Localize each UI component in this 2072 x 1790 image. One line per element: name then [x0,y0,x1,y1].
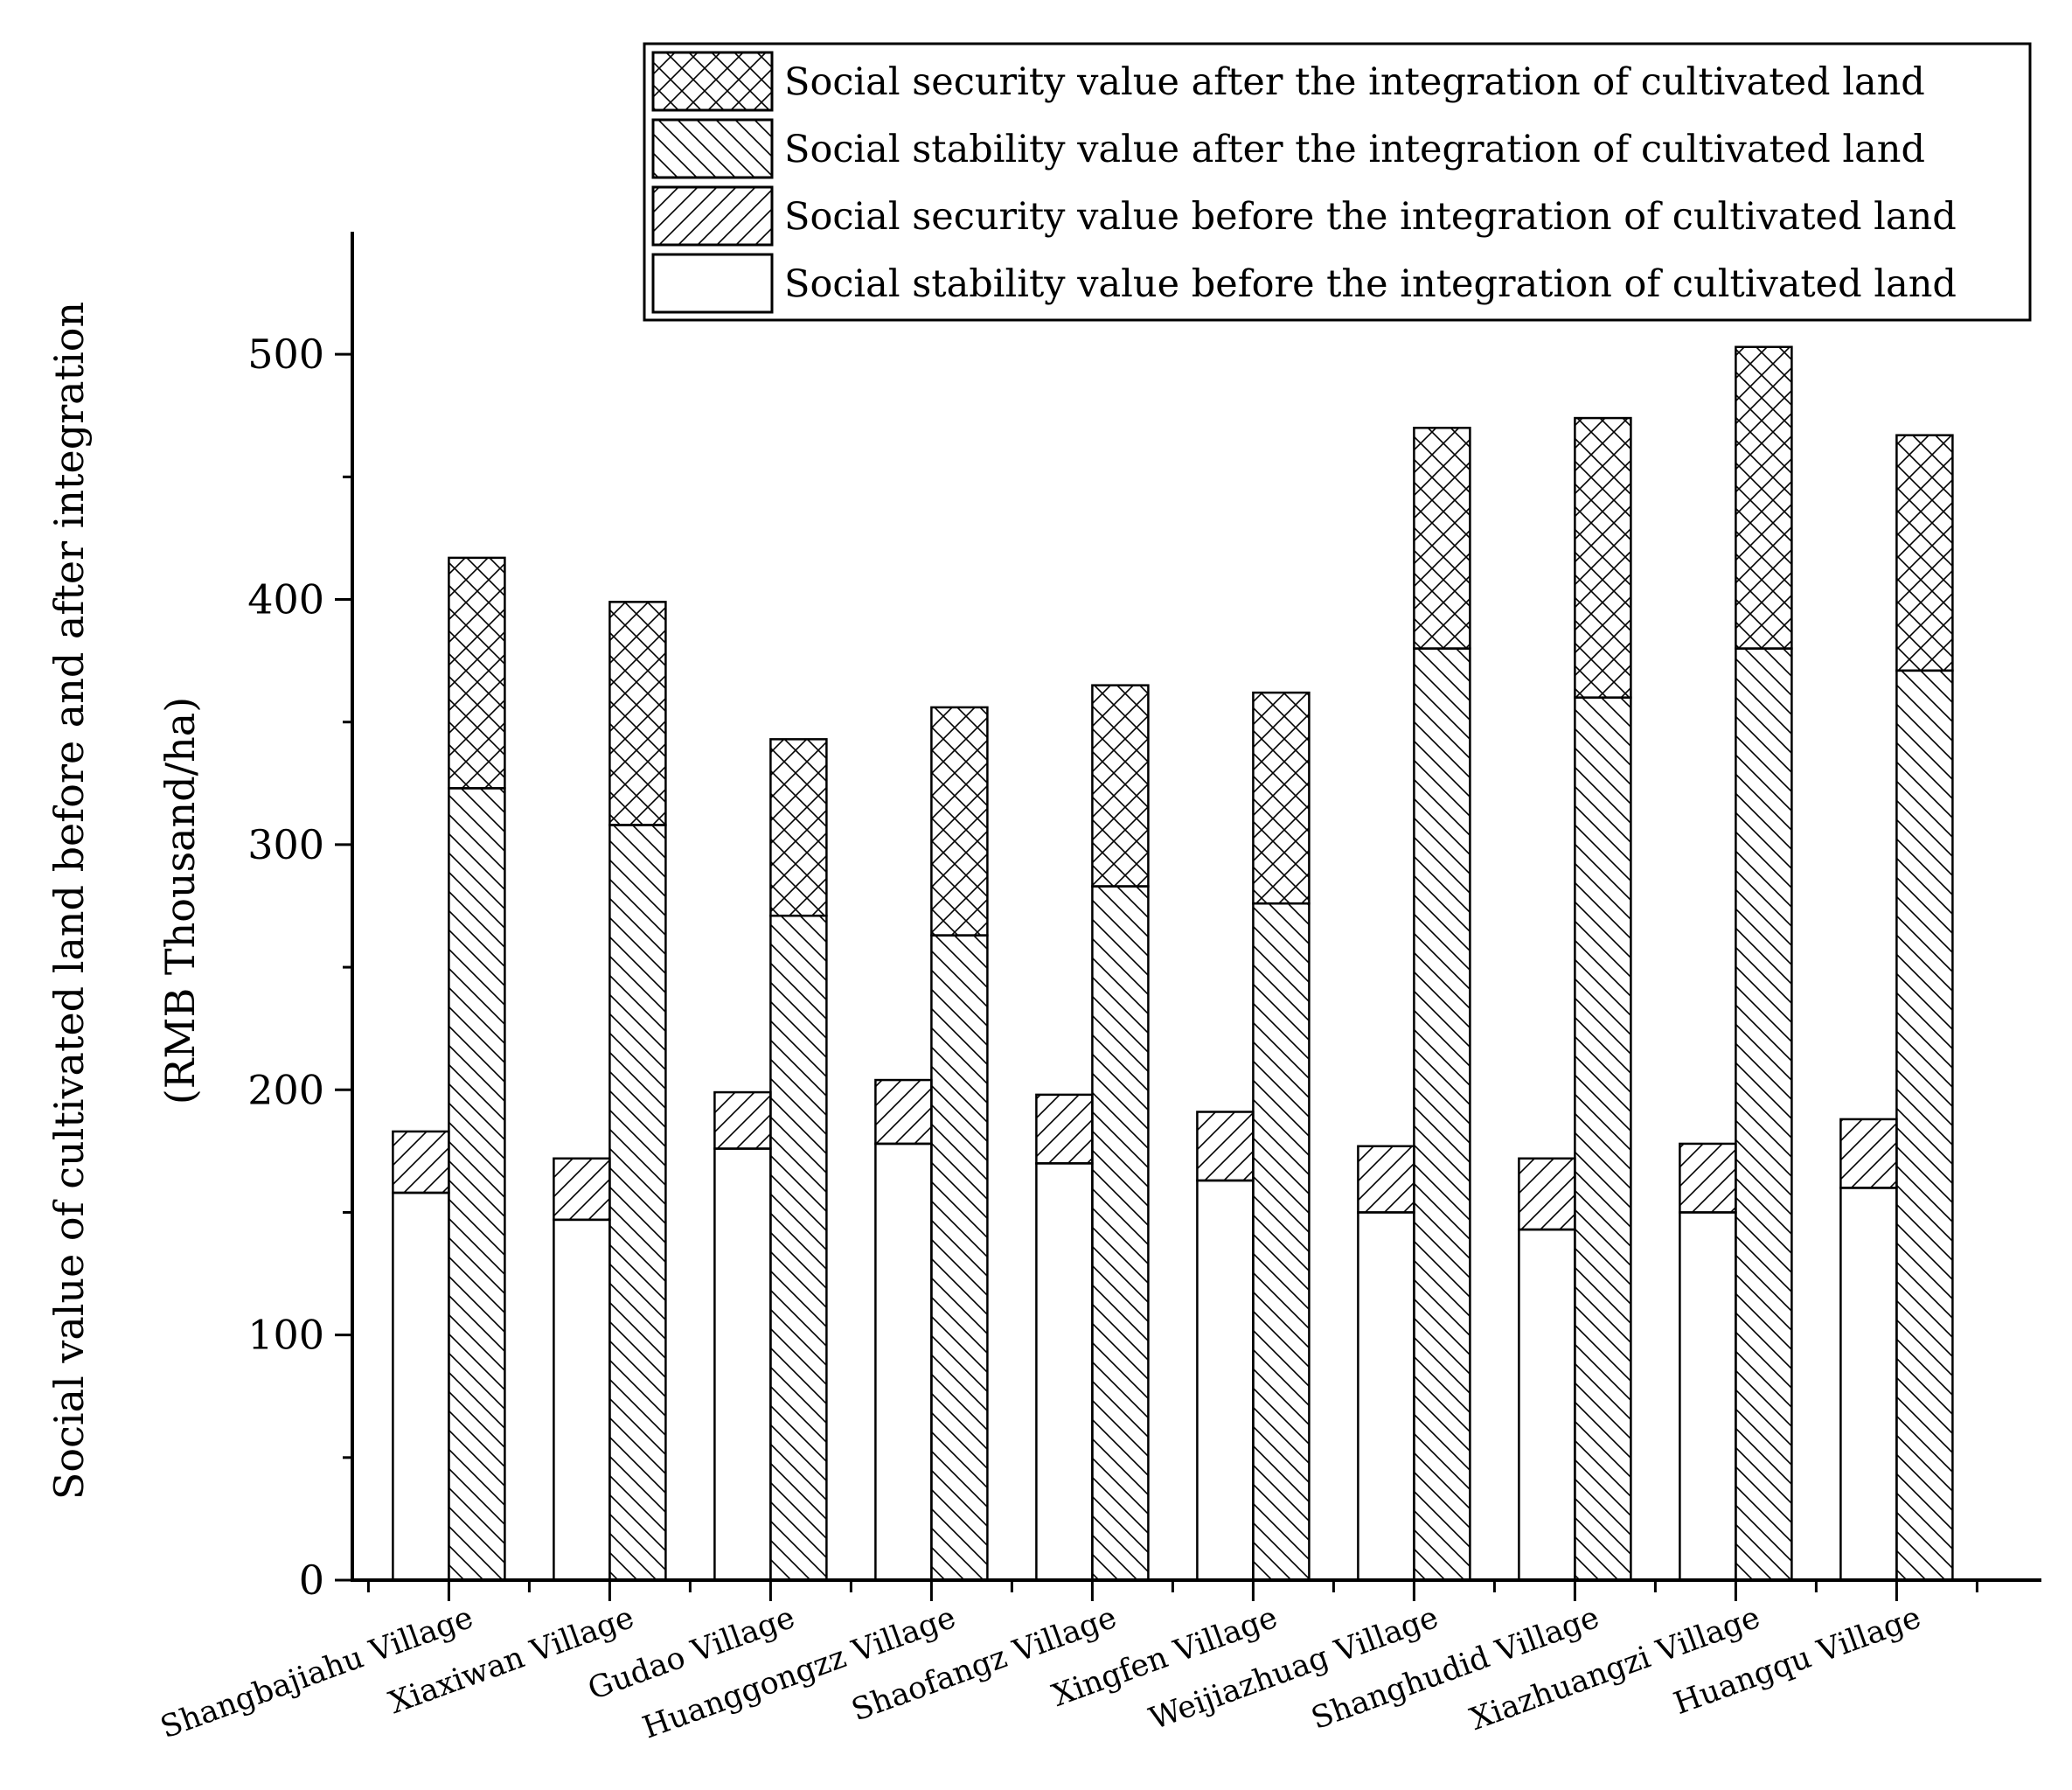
legend-label-1: Social stability value after the integra… [784,128,1925,171]
bar-after-shanghudid-village-seg0 [1574,696,1632,1582]
bar-after-xiaxiwan-village-seg1 [608,601,667,826]
bar-before-xiaxiwan-village-seg0 [553,1218,611,1582]
bar-after-xiazhuangzi-village-seg1 [1735,345,1793,650]
x-tick-label-weijiazhuag-village: Weijiazhuag Village [1145,1600,1443,1738]
y-axis-units: (RMB Thousand/ha) [156,697,204,1104]
bar-after-shanghudid-village-seg1 [1574,416,1632,699]
bar-before-shaofangz-village-seg1 [1035,1093,1094,1165]
bar-before-huanggongzz-village-seg0 [874,1142,933,1582]
x-tick-label-xiazhuangzi-village: Xiazhuangzi Village [1466,1600,1765,1738]
bar-after-shaofangz-village-seg0 [1091,885,1150,1582]
bar-after-huanggongzz-village-seg1 [930,706,989,937]
y-tick-label-300: 300 [247,821,324,868]
bar-before-xiazhuangzi-village-seg0 [1679,1211,1737,1582]
legend-label-3: Social stability value before the integr… [784,262,1957,306]
bar-before-shanghudid-village-seg1 [1518,1157,1576,1231]
bar-after-xingfen-village-seg0 [1252,902,1311,1582]
bar-before-weijiazhuag-village-seg1 [1357,1145,1415,1214]
legend-swatch-back-hatch [651,118,774,179]
bar-before-gudao-village-seg1 [713,1090,772,1150]
legend-swatch-forward-hatch [651,185,774,247]
bar-before-shaofangz-village-seg0 [1035,1162,1094,1582]
bar-after-gudao-village-seg1 [769,738,828,917]
bar-after-gudao-village-seg0 [769,914,828,1582]
x-tick-label-shanghudid-village: Shanghudid Village [1307,1600,1604,1737]
bar-before-huangqu-village-seg1 [1839,1118,1898,1189]
bar-after-xingfen-village-seg1 [1252,691,1311,905]
legend-frame [643,42,2032,322]
legend-swatch-cross-hatch [651,51,774,112]
y-tick-label-400: 400 [247,576,324,623]
bar-after-huangqu-village-seg0 [1895,669,1954,1582]
bar-before-gudao-village-seg0 [713,1147,772,1582]
legend-swatch-none [651,253,774,314]
bar-after-weijiazhuag-village-seg1 [1413,427,1471,650]
bar-after-xiazhuangzi-village-seg0 [1735,647,1793,1582]
bar-after-shangbajiahu-village-seg0 [448,787,506,1582]
bar-after-huanggongzz-village-seg0 [930,934,989,1582]
y-tick-label-500: 500 [247,331,324,378]
bar-before-huanggongzz-village-seg1 [874,1078,933,1146]
y-axis-title-group: Social value of cultivated land before a… [45,302,204,1500]
bar-after-shaofangz-village-seg1 [1091,684,1150,888]
y-tick-label-100: 100 [247,1312,324,1359]
bar-after-xiaxiwan-village-seg0 [608,824,667,1582]
y-tick-label-200: 200 [247,1066,324,1113]
bar-before-xingfen-village-seg0 [1196,1179,1255,1582]
y-tick-labels: 0 100 200 300 400 500 [247,331,324,1604]
y-tick-label-0: 0 [299,1557,324,1604]
y-axis-title: Social value of cultivated land before a… [45,302,93,1500]
legend-label-0: Social security value after the integrat… [784,60,1925,104]
bar-before-xiazhuangzi-village-seg1 [1679,1142,1737,1214]
bar-before-shangbajiahu-village-seg1 [392,1130,450,1194]
legend: Social security value after the integrat… [643,42,2032,322]
bar-before-xingfen-village-seg1 [1196,1111,1255,1182]
bar-after-huangqu-village-seg1 [1895,434,1954,672]
bar-before-shangbajiahu-village-seg0 [392,1191,450,1582]
legend-label-2: Social security value before the integra… [784,195,1957,239]
x-tick-label-shaofangz-village: Shaofangz Village [847,1600,1121,1729]
bar-before-huangqu-village-seg0 [1839,1187,1898,1582]
axes-layer [335,232,2041,1601]
bar-before-xiaxiwan-village-seg1 [553,1157,611,1222]
bar-after-shangbajiahu-village-seg1 [448,556,506,790]
bar-after-weijiazhuag-village-seg0 [1413,647,1471,1582]
bars-layer [392,345,1954,1582]
bar-before-weijiazhuag-village-seg0 [1357,1211,1415,1582]
bar-before-shanghudid-village-seg0 [1518,1228,1576,1582]
